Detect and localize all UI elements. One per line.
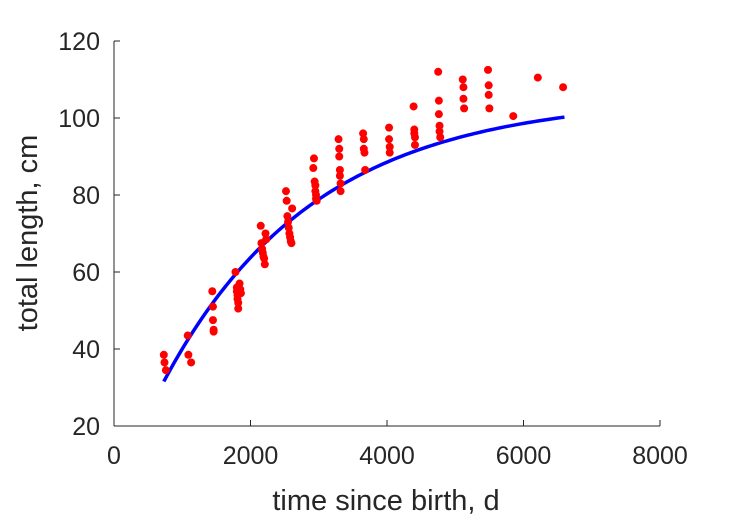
y-tick-label: 60 — [72, 259, 100, 287]
data-point — [262, 235, 271, 244]
data-point — [335, 171, 344, 180]
data-point — [459, 94, 468, 103]
y-tick-label: 80 — [72, 182, 100, 210]
x-tick-label: 8000 — [632, 442, 688, 470]
data-point — [261, 229, 270, 238]
data-point — [385, 148, 394, 157]
data-point — [312, 196, 321, 205]
data-point — [209, 327, 218, 336]
data-point — [283, 212, 292, 221]
data-point — [260, 254, 269, 263]
data-point — [234, 304, 243, 313]
data-point — [434, 67, 443, 76]
data-point — [360, 148, 369, 157]
data-point — [410, 140, 419, 149]
data-point — [236, 289, 245, 298]
x-tick-label: 4000 — [359, 442, 415, 470]
data-point — [184, 350, 193, 359]
fit-curve-layer — [162, 115, 565, 383]
data-point — [256, 221, 265, 230]
data-point — [260, 260, 269, 269]
y-tick-label: 120 — [58, 28, 100, 56]
data-point — [161, 366, 170, 375]
data-point — [235, 279, 244, 288]
x-tick-label: 6000 — [496, 442, 552, 470]
x-axis-label: time since birth, d — [272, 485, 499, 517]
data-point — [234, 298, 243, 307]
data-point — [533, 73, 542, 82]
data-point — [385, 142, 394, 151]
data-point — [159, 350, 168, 359]
data-point — [183, 331, 192, 340]
data-point — [208, 287, 217, 296]
data-point — [336, 187, 345, 196]
data-point — [460, 104, 469, 113]
data-point — [410, 133, 419, 142]
data-point — [335, 152, 344, 161]
data-point — [208, 316, 217, 325]
data-point — [385, 123, 394, 132]
data-point — [287, 239, 296, 248]
axis-labels: time since birth, d total length, cm — [12, 135, 500, 517]
y-axis-label: total length, cm — [12, 135, 44, 332]
data-point — [231, 268, 240, 276]
data-points-layer — [159, 65, 568, 375]
data-point — [385, 135, 394, 144]
fit-curve — [162, 115, 565, 383]
y-tick-label: 100 — [58, 105, 100, 133]
data-point — [335, 165, 344, 174]
data-point — [484, 90, 493, 99]
data-point — [309, 164, 318, 173]
data-point — [187, 358, 196, 367]
data-point — [359, 135, 368, 144]
data-point — [484, 65, 493, 74]
data-point — [435, 121, 444, 130]
axes: 0 2000 4000 6000 8000 20 40 60 80 100 120 — [58, 28, 688, 470]
data-point — [281, 187, 290, 196]
data-point — [336, 179, 345, 188]
data-point — [309, 154, 318, 163]
data-point — [334, 135, 343, 144]
y-tick-label: 20 — [72, 413, 100, 441]
y-tick-label: 40 — [72, 336, 100, 364]
data-point — [288, 204, 297, 213]
data-point — [458, 75, 467, 84]
data-point — [311, 181, 320, 190]
data-point — [284, 223, 293, 232]
x-tick-label: 0 — [107, 442, 121, 470]
data-point — [335, 144, 344, 153]
data-point — [208, 302, 217, 311]
data-point — [434, 96, 443, 105]
data-point — [484, 81, 493, 90]
data-point — [361, 165, 370, 174]
data-point — [436, 133, 445, 142]
data-point — [160, 358, 169, 367]
x-tick-label: 2000 — [223, 442, 279, 470]
data-point — [559, 83, 568, 92]
data-point — [359, 129, 368, 138]
data-point — [409, 102, 418, 111]
data-point — [282, 196, 291, 205]
data-point — [434, 110, 443, 119]
data-point — [509, 112, 518, 121]
data-point — [485, 104, 494, 113]
data-point — [459, 83, 468, 92]
